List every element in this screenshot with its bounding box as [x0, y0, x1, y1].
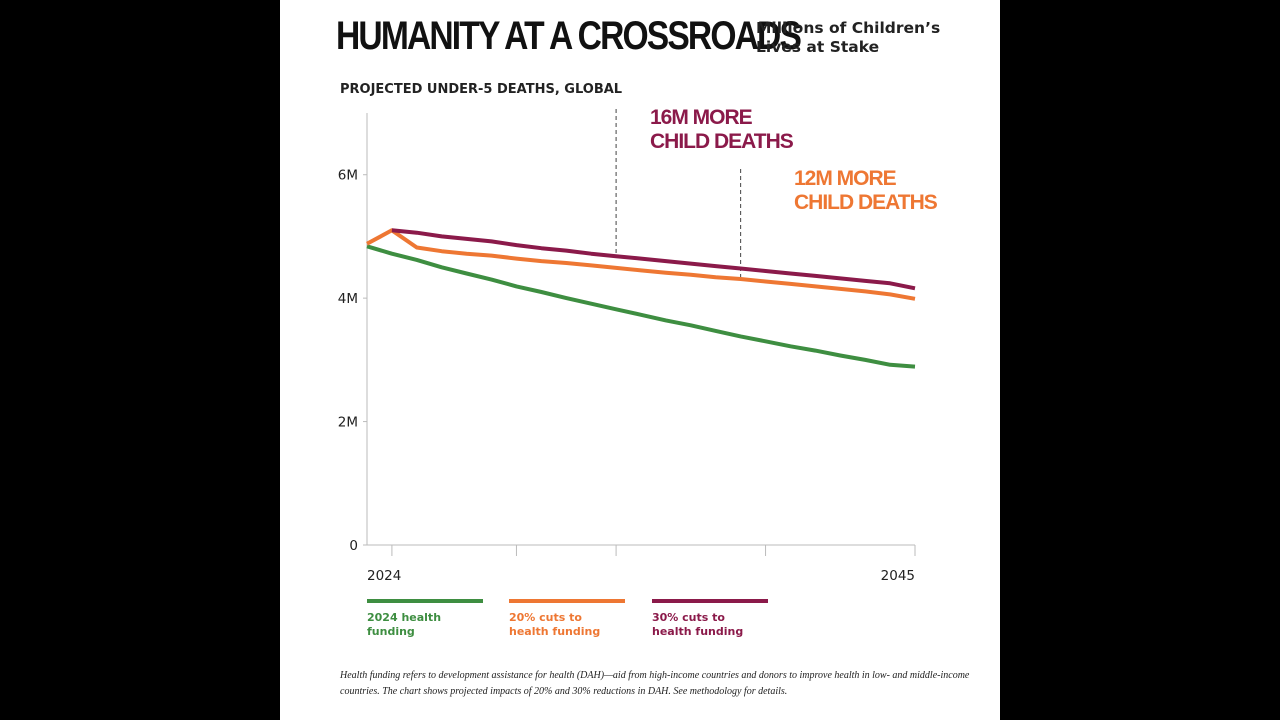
- chart-heading: PROJECTED UNDER-5 DEATHS, GLOBAL: [340, 82, 623, 97]
- y-tick-label: 6M: [338, 168, 358, 184]
- legend-label: 20% cuts to: [509, 611, 582, 624]
- callout-20-percent: 12M MORE CHILD DEATHS: [794, 167, 938, 215]
- legend-label: health funding: [652, 625, 744, 638]
- subtitle: Millions of Children’s Lives at Stake: [756, 19, 940, 57]
- callout-line: CHILD DEATHS: [650, 130, 794, 153]
- x-tick-label: 2024: [367, 568, 401, 584]
- y-tick-label: 4M: [338, 291, 358, 307]
- page-title: HUMANITY AT A CROSSROADS: [336, 14, 802, 58]
- series-line-2: [391, 228, 916, 291]
- legend-item-2024-funding: 2024 health funding: [367, 599, 483, 639]
- y-tick-label: 0: [349, 538, 358, 554]
- series-line-1: [366, 228, 916, 301]
- infographic-panel: HUMANITY AT A CROSSROADS Millions of Chi…: [280, 0, 1000, 720]
- subtitle-line: Millions of Children’s: [756, 19, 941, 37]
- callout-line: 12M MORE: [794, 167, 897, 190]
- callout-line: 16M MORE: [650, 106, 753, 129]
- y-tick-label: 2M: [338, 415, 358, 431]
- legend-swatch: [652, 599, 768, 603]
- series-line-0: [366, 244, 916, 369]
- line-chart: 0 2M 4M 6M 2024 2045: [338, 109, 916, 584]
- legend-item-20-cuts: 20% cuts to health funding: [509, 599, 625, 639]
- footnote: Health funding refers to development ass…: [340, 670, 970, 697]
- callout-line: CHILD DEATHS: [794, 191, 938, 214]
- legend-label: 2024 health funding: [367, 611, 442, 638]
- legend-swatch: [367, 599, 483, 603]
- legend-item-30-cuts: 30% cuts to health funding: [652, 599, 768, 639]
- subtitle-line: Lives at Stake: [756, 38, 880, 56]
- legend-label: 30% cuts to: [652, 611, 725, 624]
- legend-label: health funding: [509, 625, 601, 638]
- x-tick-label: 2045: [881, 568, 915, 584]
- legend-swatch: [509, 599, 625, 603]
- callout-30-percent: 16M MORE CHILD DEATHS: [650, 106, 794, 154]
